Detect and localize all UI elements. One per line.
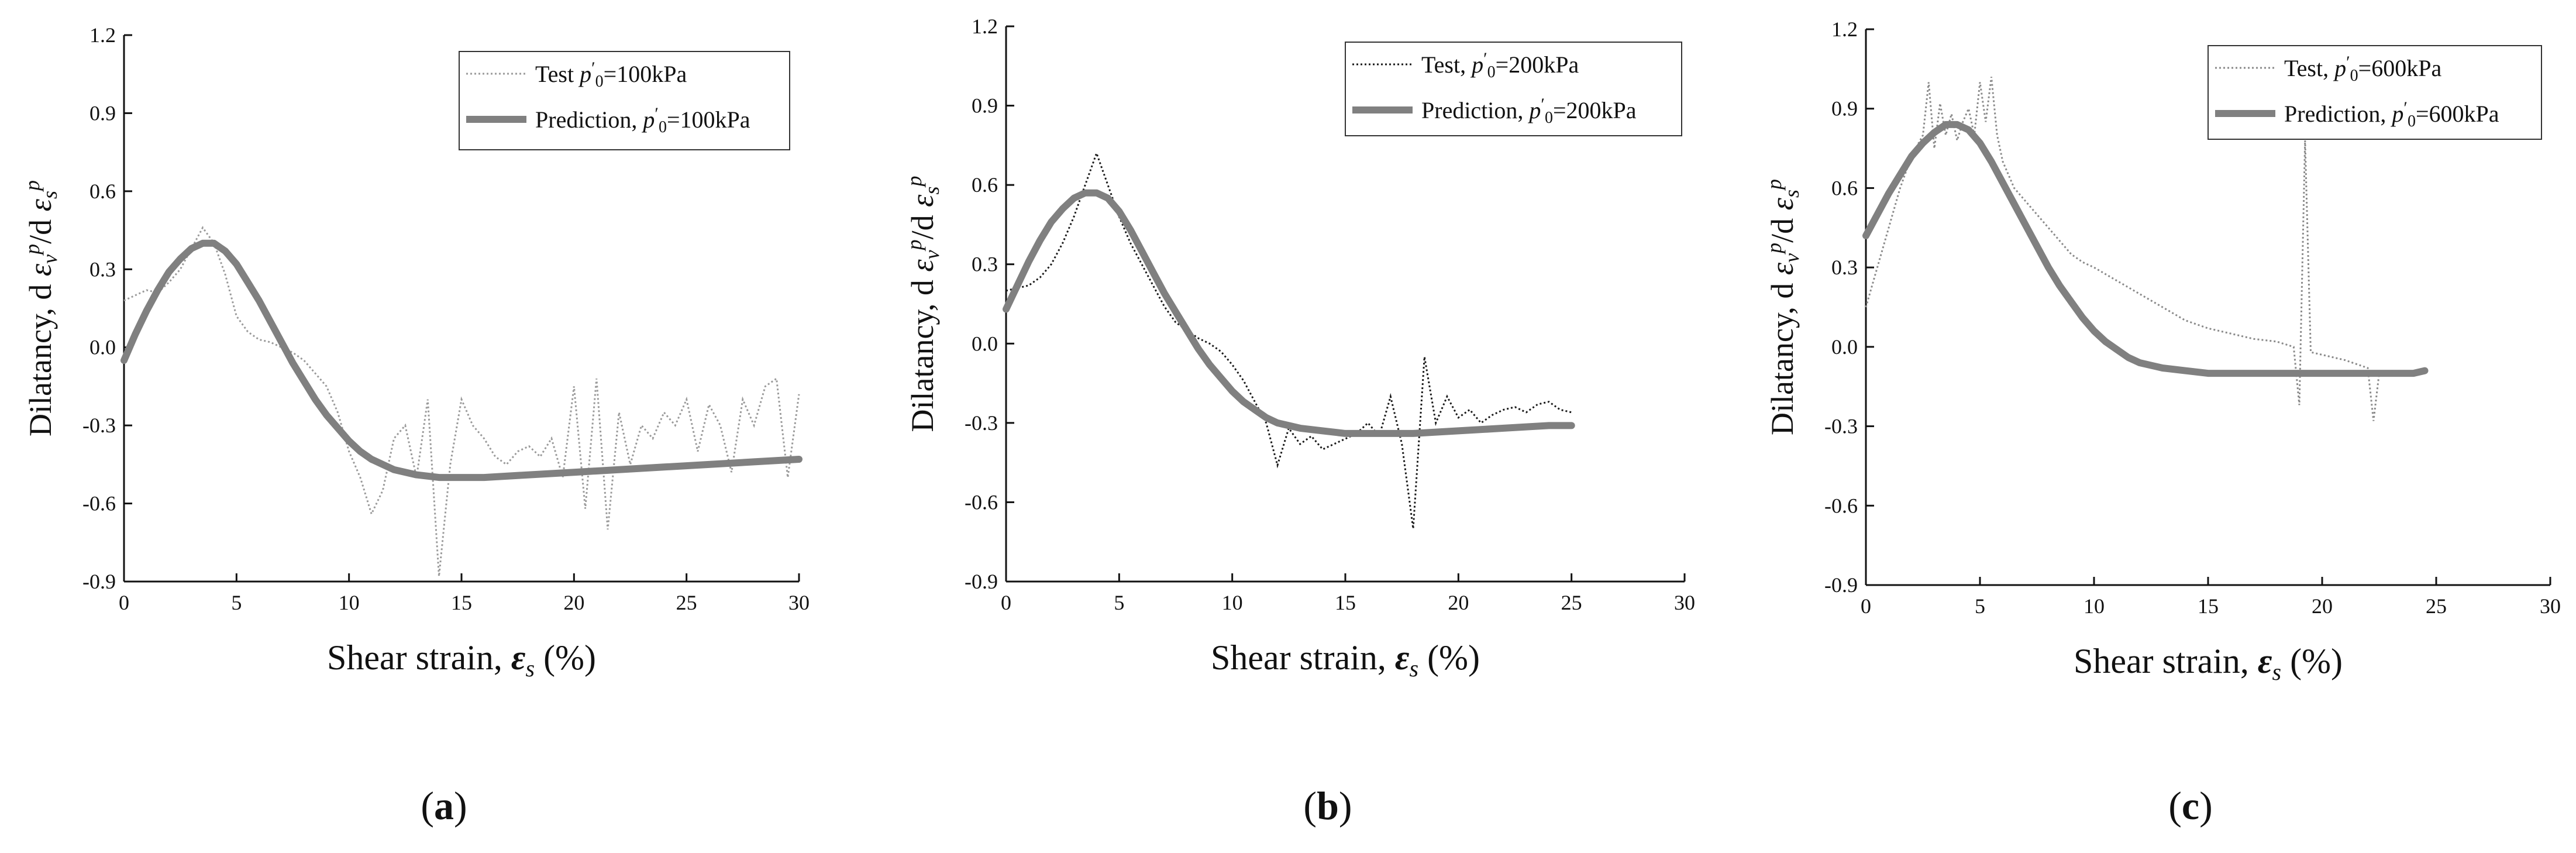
y-tick-label: 0.0 — [1831, 335, 1858, 359]
x-tick-label: 15 — [1335, 591, 1356, 614]
y-axis-title: Dilatancy, d εvp/d εsp — [903, 176, 943, 432]
x-tick-label: 25 — [2426, 594, 2447, 618]
x-axis-title: Shear strain, εs (%) — [327, 638, 596, 682]
y-tick-label: 0.0 — [89, 336, 116, 359]
y-tick-label: 0.0 — [972, 332, 998, 355]
legend: Test p′0=100kPa Prediction, p′0=100kPa — [459, 51, 790, 150]
legend-label: Test, p′0=600kPa — [2284, 53, 2441, 85]
y-axis-title: Dilatancy, d εvp/d εsp — [20, 180, 61, 436]
test-series-line — [1865, 77, 2425, 421]
panel-caption: (a) — [421, 783, 467, 828]
x-tick-label: 15 — [2198, 594, 2219, 618]
panel-caption: (c) — [2168, 783, 2213, 828]
y-tick-label: 0.3 — [1831, 256, 1858, 279]
x-tick-label: 10 — [339, 591, 360, 614]
prediction-series-line — [120, 239, 803, 481]
y-tick-label: -0.3 — [82, 414, 116, 437]
x-tick-label: 30 — [1674, 591, 1695, 614]
x-tick-label: 10 — [2083, 594, 2105, 618]
legend: Test, p′0=600kPa Prediction, p′0=600kPa — [2207, 45, 2542, 140]
y-tick-label: 1.2 — [89, 23, 116, 47]
y-tick-label: 0.6 — [89, 180, 116, 203]
legend: Test, p′0=200kPa Prediction, p′0=200kPa — [1345, 42, 1682, 136]
legend-label: Test, p′0=200kPa — [1421, 49, 1579, 81]
prediction-series-line — [1003, 189, 1575, 437]
x-tick-label: 30 — [2540, 594, 2561, 618]
y-axis-title: Dilatancy, d εvp/d εsp — [1762, 179, 1803, 435]
legend-label: Prediction, p′0=600kPa — [2284, 98, 2499, 130]
y-tick-label: -0.9 — [965, 570, 998, 593]
prediction-series-line — [1862, 121, 2429, 377]
y-tick-label: 0.9 — [89, 101, 116, 125]
x-axis-title: Shear strain, εs (%) — [2074, 642, 2343, 685]
test-series-line — [1005, 150, 1572, 529]
chart-panel-a: 0 5 10 15 20 25 30 -0.9 -0.6 -0.3 0.0 0.3 0.6 0.9 1.2 S… — [20, 23, 810, 828]
x-tick-label: 20 — [563, 591, 584, 614]
chart-panel-c: 0 5 10 15 20 25 30 -0.9 -0.6 -0.3 0.0 0.3 0.6 0.9 1.2 S… — [1762, 18, 2561, 828]
test-series-line — [123, 226, 800, 577]
y-tick-label: -0.9 — [1824, 573, 1858, 597]
y-tick-label: 1.2 — [1831, 18, 1858, 41]
y-tick-label: 0.3 — [972, 253, 998, 276]
y-tick-label: -0.3 — [1824, 415, 1858, 438]
y-tick-label: 0.6 — [972, 173, 998, 197]
x-tick-label: 25 — [676, 591, 697, 614]
legend-box — [1345, 42, 1682, 136]
y-tick-label: -0.3 — [965, 411, 998, 435]
x-tick-label: 20 — [2312, 594, 2333, 618]
legend-box — [459, 51, 790, 150]
panel-caption: (b) — [1303, 783, 1352, 828]
legend-box — [2207, 45, 2542, 140]
y-tick-label: -0.9 — [82, 570, 116, 593]
chart-panel-b: 0 5 10 15 20 25 30 -0.9 -0.6 -0.3 0.0 0.3 0.6 0.9 1.2 S… — [903, 15, 1695, 828]
y-tick-label: -0.6 — [965, 490, 998, 514]
legend-label: Prediction, p′0=100kPa — [535, 104, 750, 136]
y-tick-label: 0.6 — [1831, 176, 1858, 200]
x-tick-label: 0 — [1001, 591, 1011, 614]
x-tick-label: 0 — [1861, 594, 1871, 618]
x-tick-label: 25 — [1561, 591, 1582, 614]
legend-label: Prediction, p′0=200kPa — [1421, 95, 1637, 127]
x-tick-label: 30 — [788, 591, 810, 614]
legend-label: Test p′0=100kPa — [535, 59, 687, 91]
y-tick-label: 0.9 — [972, 94, 998, 118]
y-tick-label: 0.3 — [89, 257, 116, 281]
y-tick-label: -0.6 — [82, 492, 116, 515]
x-tick-label: 5 — [231, 591, 242, 614]
x-tick-label: 5 — [1114, 591, 1124, 614]
x-axis-title: Shear strain, εs (%) — [1211, 638, 1480, 682]
x-tick-label: 20 — [1448, 591, 1469, 614]
x-tick-label: 10 — [1222, 591, 1243, 614]
y-tick-label: 0.9 — [1831, 97, 1858, 121]
y-tick-label: 1.2 — [972, 15, 998, 38]
x-tick-label: 5 — [1975, 594, 1985, 618]
y-tick-label: -0.6 — [1824, 494, 1858, 517]
x-tick-label: 15 — [451, 591, 472, 614]
x-tick-label: 0 — [119, 591, 129, 614]
